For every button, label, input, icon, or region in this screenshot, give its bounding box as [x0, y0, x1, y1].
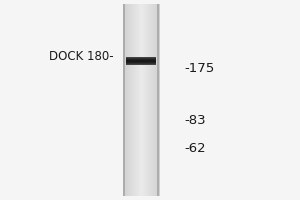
Bar	[126, 59, 156, 60]
Bar	[126, 62, 156, 63]
Bar	[126, 63, 156, 64]
Bar	[126, 57, 156, 58]
Bar	[123, 4, 125, 196]
Bar	[126, 64, 156, 65]
Bar	[126, 60, 156, 61]
Text: -175: -175	[184, 62, 215, 74]
Text: -62: -62	[184, 142, 206, 154]
Bar	[126, 58, 156, 59]
Text: -83: -83	[184, 114, 206, 127]
Text: DOCK 180-: DOCK 180-	[50, 50, 114, 64]
Bar	[126, 61, 156, 62]
Bar	[157, 4, 159, 196]
